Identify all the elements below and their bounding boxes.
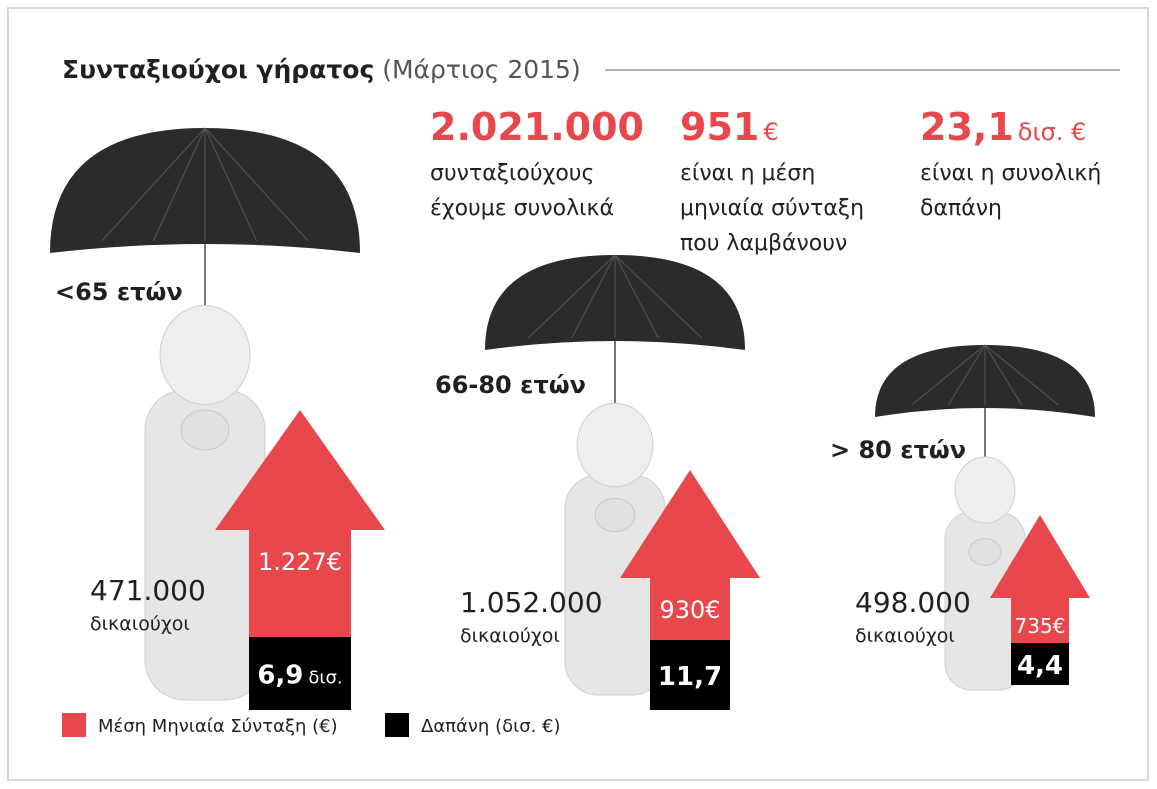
spending-label: 4,4 bbox=[1017, 651, 1063, 681]
pension-label: 1.227€ bbox=[258, 548, 342, 576]
stat-unit: € bbox=[763, 118, 778, 146]
stat-number: 951 bbox=[680, 105, 759, 149]
pension-label: 735€ bbox=[1015, 614, 1066, 638]
spending-value: 4,4 bbox=[1017, 651, 1063, 681]
person-head bbox=[955, 457, 1015, 523]
stat-text: μηνιαία σύνταξη bbox=[680, 196, 864, 221]
spending-value: 6,9 bbox=[257, 661, 303, 691]
legend-swatch bbox=[62, 713, 86, 737]
stat-text: έχουμε συνολικά bbox=[430, 196, 614, 221]
stat-value: 2.021.000 bbox=[430, 105, 644, 149]
stat-text: είναι η συνολική bbox=[920, 161, 1101, 186]
stat-unit: δισ. € bbox=[1018, 118, 1087, 146]
age-label: <65 ετών bbox=[55, 278, 183, 306]
person-hand bbox=[595, 498, 635, 531]
title-sub: (Μάρτιος 2015) bbox=[382, 55, 580, 84]
person-head bbox=[160, 306, 250, 405]
stat-text: δαπάνη bbox=[920, 196, 1002, 221]
infographic: Συνταξιούχοι γήρατος (Μάρτιος 2015) 2.02… bbox=[0, 0, 1157, 789]
title-main: Συνταξιούχοι γήρατος bbox=[62, 55, 374, 84]
spending-value: 11,7 bbox=[658, 662, 722, 692]
stat-text: είναι η μέση bbox=[680, 161, 815, 186]
person-head bbox=[577, 403, 653, 487]
person-hand bbox=[181, 410, 229, 450]
count-label: δικαιούχοι bbox=[460, 625, 560, 647]
stat-text: που λαμβάνουν bbox=[680, 231, 847, 256]
legend-swatch bbox=[385, 713, 409, 737]
count: 471.000 bbox=[90, 574, 206, 607]
legend-label: Μέση Μηνιαία Σύνταξη (€) bbox=[98, 716, 338, 737]
age-label: > 80 ετών bbox=[830, 436, 966, 464]
age-label: 66-80 ετών bbox=[435, 371, 586, 399]
title: Συνταξιούχοι γήρατος (Μάρτιος 2015) bbox=[62, 55, 581, 84]
stat-number: 23,1 bbox=[920, 105, 1014, 149]
count-label: δικαιούχοι bbox=[90, 613, 190, 635]
count-label: δικαιούχοι bbox=[855, 625, 955, 647]
count: 1.052.000 bbox=[460, 586, 603, 619]
stat-number: 2.021.000 bbox=[430, 105, 644, 149]
count: 498.000 bbox=[855, 586, 971, 619]
spending-unit: δισ. bbox=[308, 668, 342, 689]
spending-label: 11,7 bbox=[658, 662, 722, 692]
legend-label: Δαπάνη (δισ. €) bbox=[421, 716, 561, 737]
person-hand bbox=[969, 539, 1001, 566]
stat-text: συνταξιούχους bbox=[430, 161, 594, 186]
pension-label: 930€ bbox=[659, 596, 720, 624]
